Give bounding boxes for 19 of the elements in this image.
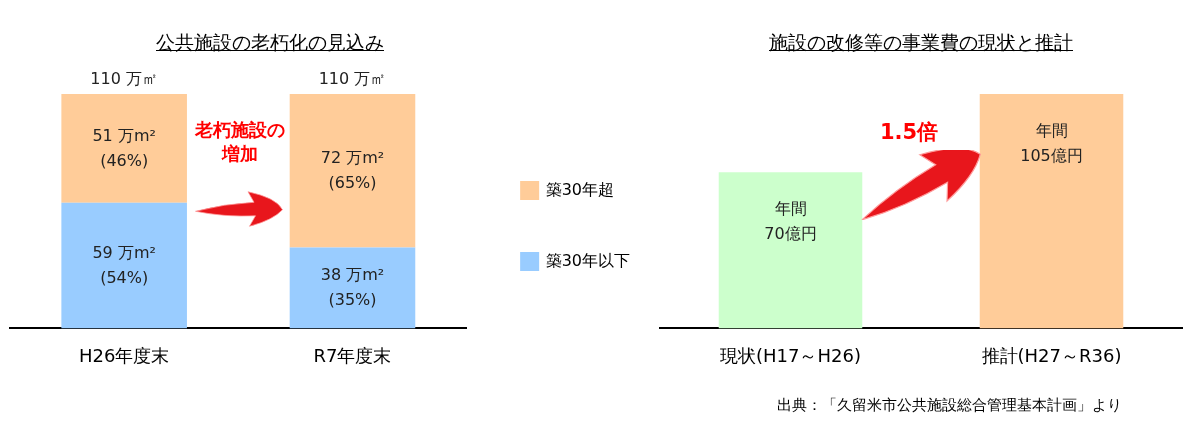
total-label: 110 万㎡ — [90, 69, 158, 89]
chart-title: 施設の改修等の事業費の現状と推計 — [769, 31, 1073, 53]
data-label: 38 万m² (35%) — [320, 265, 385, 310]
data-label: 72 万m² (65%) — [320, 147, 385, 192]
annotation: 老朽施設の増加 — [194, 118, 286, 167]
x-tick-label: H26年度末 — [78, 344, 170, 366]
x-tick-label: R7年度末 — [313, 344, 392, 366]
annotation: 1.5倍 — [880, 119, 939, 146]
chart-title: 公共施設の老朽化の見込み — [156, 31, 384, 53]
data-label: 51 万m² (46%) — [92, 125, 156, 170]
data-label: 年間 70億円 — [764, 199, 817, 244]
data-label: 59 万m² (54%) — [92, 242, 156, 287]
data-label: 年間 105億円 — [1020, 121, 1083, 166]
x-tick-label: 推計(H27～R36) — [981, 344, 1122, 366]
legend-label: 築30年以下 — [545, 250, 630, 270]
source-note: 出典：「久留米市公共施設総合管理基本計画」より — [777, 396, 1122, 415]
legend-label: 築30年超 — [545, 179, 614, 199]
x-tick-label: 現状(H17～H26) — [720, 344, 861, 366]
total-label: 110 万㎡ — [318, 69, 387, 89]
